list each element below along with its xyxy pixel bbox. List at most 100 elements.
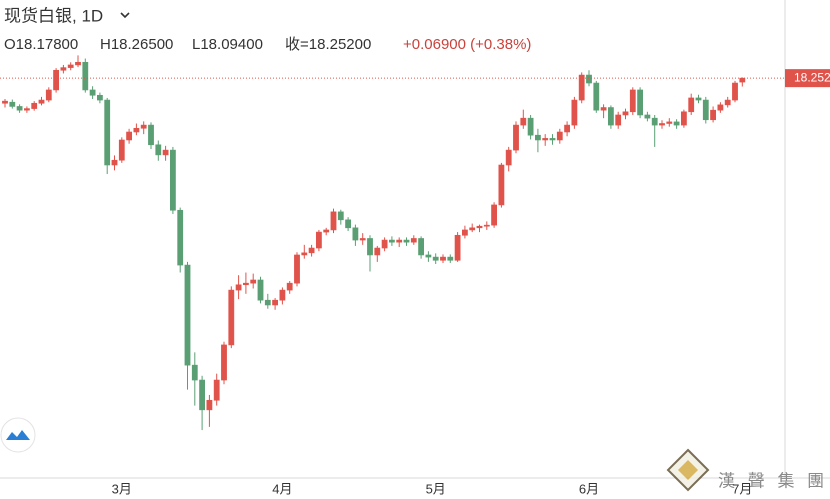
candle-body [148,124,154,146]
watermark-logo [666,448,710,492]
candle-body [2,100,8,104]
candle-body [177,209,184,266]
ohlc-value: L18.09400 [192,36,263,53]
x-tick-label: 3月 [112,481,132,496]
candle-body [513,124,519,151]
candle-body [111,159,118,166]
candle-body [206,399,213,411]
candle-body [659,123,665,126]
candle-body [286,282,293,291]
candle-body [724,99,731,106]
candle-body [651,117,658,126]
candle-body [53,69,59,91]
logo-wave [6,430,30,440]
candle-body [235,284,242,291]
candle-body [644,114,651,119]
candle-body [593,82,600,111]
candle-body [374,247,381,256]
candle-body [243,282,249,286]
candle-body [199,379,205,411]
candle-body [308,247,315,254]
ohlc-value: H18.26500 [100,36,173,53]
candle-body [381,239,388,249]
candle-body [695,97,702,101]
candle-body [162,149,169,156]
candle-body [732,82,738,101]
candle-body [403,239,410,243]
x-tick-label: 5月 [426,481,446,496]
last-price-label: 18.252 [794,70,830,84]
candle-body [483,224,490,227]
candle-body [97,94,103,101]
candle-body [250,279,257,284]
ohlc-row: O18.17800 H18.26500 L18.09400 收=18.25200 +0.… [4,36,531,53]
candle-body [549,138,556,141]
candle-body [104,99,111,166]
candle-body [345,219,351,229]
candle-body [257,279,264,301]
candle-body [213,379,220,401]
candle-body [454,234,461,261]
candle-body [60,67,67,71]
candle-body [586,74,592,84]
watermark-diamond-inner [678,460,698,480]
candle-body [556,131,563,141]
candle-body [418,238,424,256]
candle-body [578,74,585,101]
chart-title[interactable]: 现货白银, 1D [4,6,103,25]
logo-circle[interactable] [0,417,36,453]
candle-body [82,61,89,91]
candle-body [527,117,534,136]
candle-body [89,89,96,96]
candle-body [67,64,74,68]
candle-body [564,124,570,133]
candle-body [301,252,308,256]
candle-body [622,111,629,116]
x-tick-label: 4月 [272,481,292,496]
candle-body [440,256,446,261]
candle-body [155,144,162,156]
candle-body [9,101,16,107]
dropdown-icon[interactable] [120,12,130,19]
candle-body [688,97,695,113]
candle-body [140,124,147,129]
candle-body [520,117,527,126]
candle-body [16,106,23,111]
x-tick-label: 6月 [579,481,599,496]
candle-body [469,227,476,231]
candle-body [367,238,373,256]
candle-body [600,107,607,111]
candle-body [359,238,366,241]
candle-body [264,299,271,306]
candle-body [191,364,198,381]
candle-body [337,211,344,221]
candle-body [491,204,497,226]
candle-body [75,61,81,66]
candle-body [542,138,549,141]
candle-body [476,225,483,229]
candle-body [45,89,52,101]
candle-body [461,229,468,236]
candle-body [571,99,578,126]
candle-body [323,229,330,233]
candle-body [315,231,322,249]
logo[interactable] [0,417,36,453]
ohlc-value: 收=18.25200 [285,36,371,53]
candle-body [615,114,622,126]
candle-body [680,111,687,126]
candle-body [702,99,709,121]
candle-body [710,109,716,121]
candle-body [396,239,403,243]
candle-body [607,107,614,126]
candle-body [352,227,359,241]
candle-body [717,104,724,111]
candle-body [425,254,432,258]
candle-body [673,121,680,126]
candle-body [294,254,300,284]
candle-body [739,77,746,83]
candle-body [505,149,512,166]
candle-body [38,99,45,104]
candle-body [170,149,176,211]
candle-body [221,344,227,381]
